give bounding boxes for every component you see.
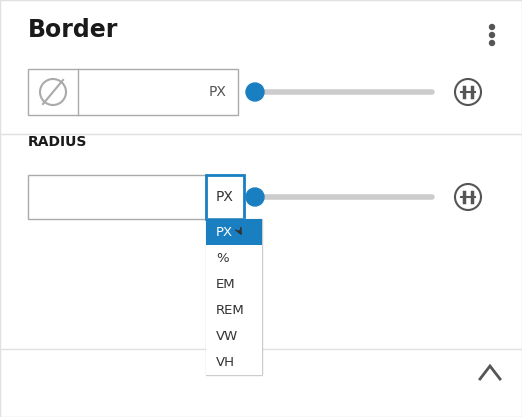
Text: RADIUS: RADIUS	[28, 135, 87, 149]
Circle shape	[490, 40, 494, 45]
Bar	[206, 175, 244, 219]
Text: Border: Border	[28, 18, 118, 42]
Text: VW: VW	[216, 329, 238, 342]
Circle shape	[455, 79, 481, 105]
Bar	[206, 245, 262, 271]
Circle shape	[40, 79, 66, 105]
Bar	[28, 175, 206, 219]
Circle shape	[490, 33, 494, 38]
Text: PX: PX	[216, 190, 234, 204]
Text: PX: PX	[216, 226, 233, 239]
Text: REM: REM	[216, 304, 245, 317]
Text: PX: PX	[208, 85, 226, 99]
Bar	[206, 219, 262, 245]
Bar	[206, 271, 262, 297]
Bar	[206, 219, 262, 375]
Text: VH: VH	[216, 356, 235, 369]
Text: EM: EM	[216, 277, 235, 291]
Circle shape	[455, 184, 481, 210]
Bar	[206, 349, 262, 375]
Circle shape	[490, 25, 494, 30]
Circle shape	[246, 188, 264, 206]
Circle shape	[246, 83, 264, 101]
Text: %: %	[216, 251, 229, 264]
Bar	[206, 297, 262, 323]
Bar	[28, 69, 238, 115]
Bar	[206, 323, 262, 349]
